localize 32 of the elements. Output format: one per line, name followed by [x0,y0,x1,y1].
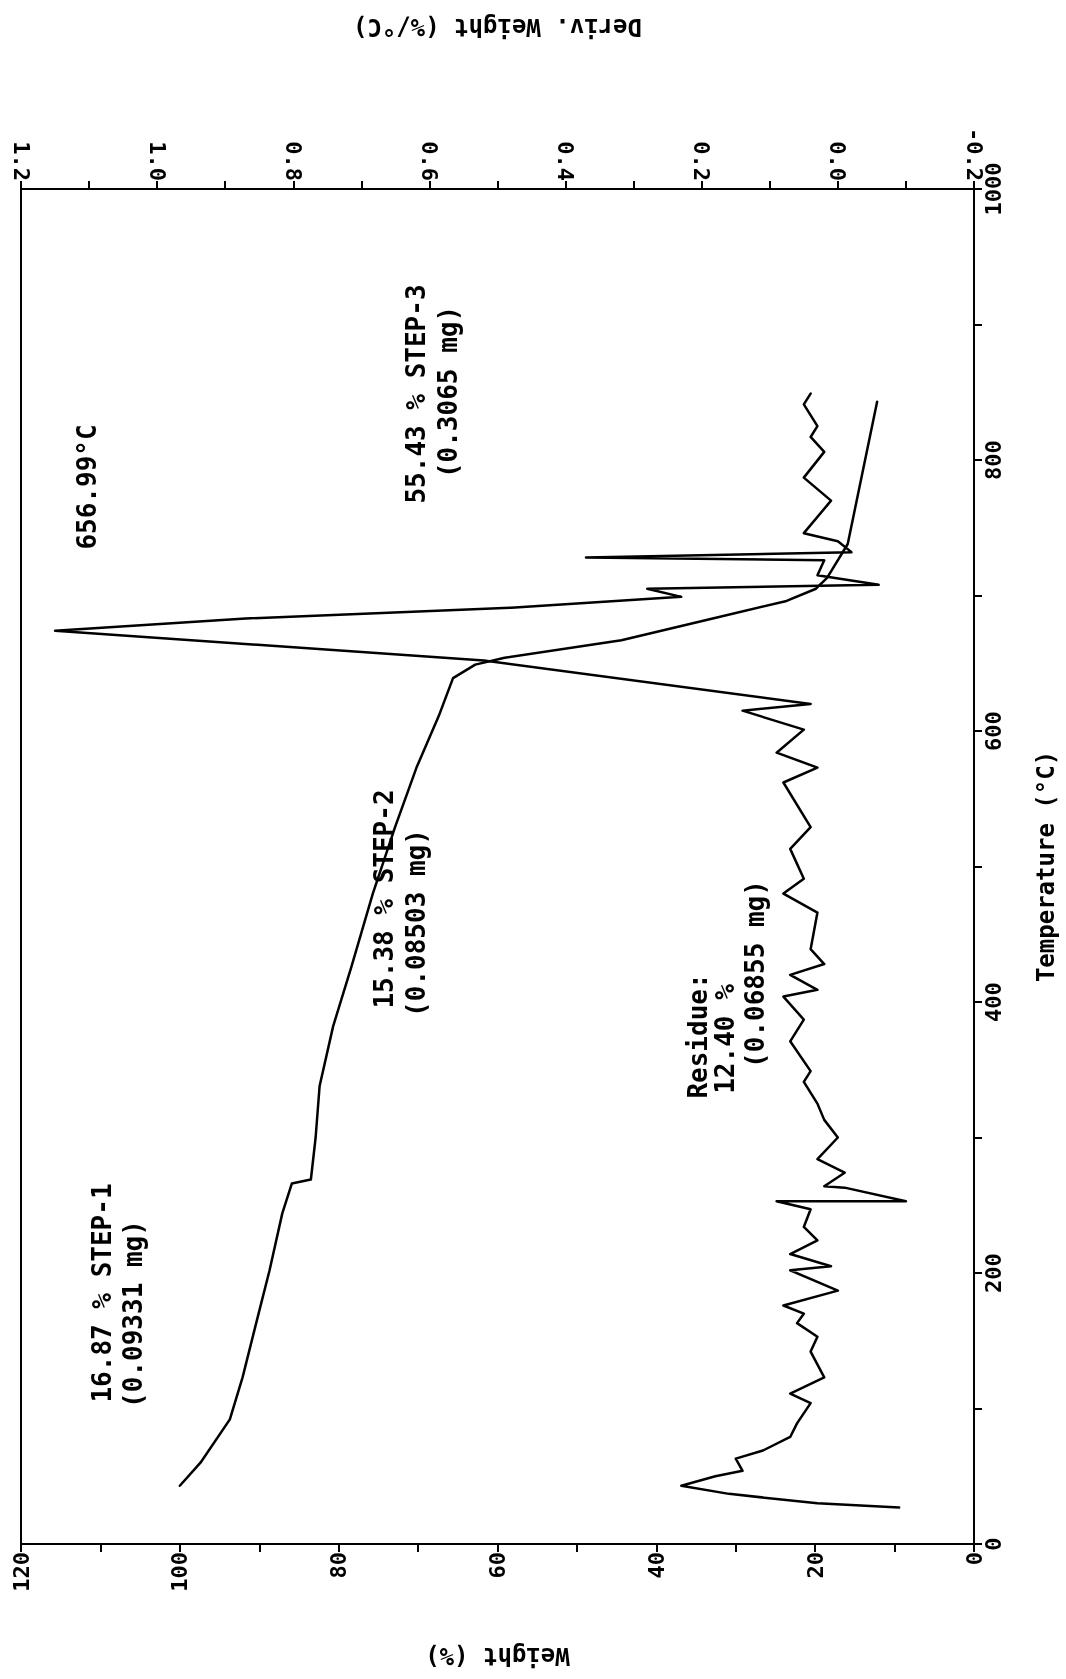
x-tick-label: 0 [961,1552,987,1566]
y-tick-label: 200 [980,1253,1006,1293]
y-axis-title: Temperature (°C) [1032,750,1060,983]
annotation: 16.87 % STEP-1 [87,1183,117,1403]
annotation: 656.99°C [72,424,102,550]
annotation: 15.38 % STEP-2 [369,789,399,1009]
x-tick-label: 100 [167,1552,193,1592]
x2-tick-label: 0.2 [689,141,715,181]
annotation: (0.08503 mg) [401,829,431,1017]
y-tick-label: 0 [980,1537,1006,1551]
x2-tick-label: 0.4 [553,141,579,181]
annotation: 12.40 % [710,983,740,1094]
y-tick-label: 600 [980,711,1006,751]
annotation: Residue: [683,973,713,1099]
x-tick-label: 120 [8,1552,34,1592]
annotation: (0.3065 mg) [433,305,463,479]
x2-tick-label: 0.8 [280,141,306,181]
annotation: (0.06855 mg) [740,880,770,1068]
x-axis-title: Weight (%) [425,1642,570,1670]
x-tick-label: 60 [485,1552,510,1579]
x2-axis-title: Deriv. Weight (%/°C) [353,13,642,41]
annotation: 55.43 % STEP-3 [401,284,431,504]
x2-tick-label: 1.2 [8,141,34,181]
y-tick-label: 800 [980,440,1006,480]
x-tick-label: 20 [802,1552,828,1579]
x2-tick-label: 1.0 [144,141,170,181]
x2-tick-label: 0.6 [416,141,442,181]
x-tick-label: 40 [643,1552,669,1579]
x-tick-label: 80 [326,1552,352,1579]
y-tick-label: 400 [980,982,1006,1022]
x2-tick-label: 0.0 [825,141,851,181]
annotation: (0.09331 mg) [118,1220,148,1408]
